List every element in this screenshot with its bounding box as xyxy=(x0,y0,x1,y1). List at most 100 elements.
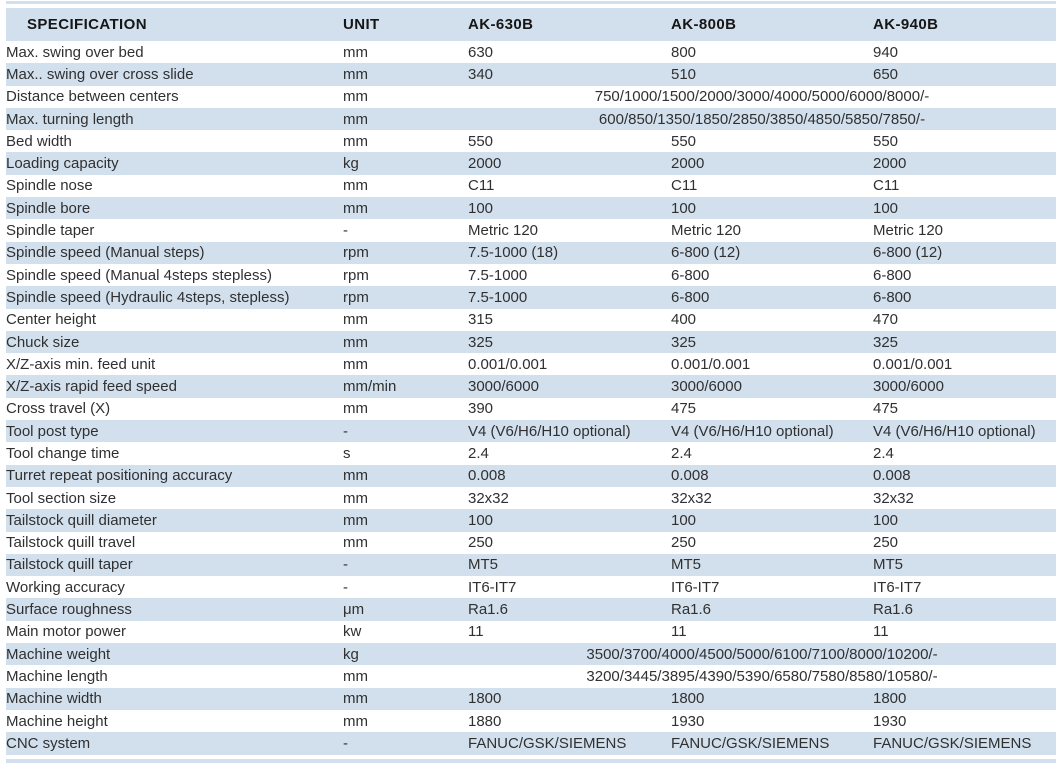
table-row: Chuck size mm 325 325 325 xyxy=(6,330,1056,354)
value-cell: 1930 xyxy=(671,712,705,730)
value-cell: 800 xyxy=(671,43,697,61)
table-row: Spindle taper - Metric 120 Metric 120 Metric… xyxy=(6,219,1056,242)
value-cell: 1800 xyxy=(873,690,907,708)
value-cell: 1930 xyxy=(873,712,907,730)
unit-cell: rpm xyxy=(343,266,369,284)
value-cell: FANUC/GSK/SIEMENS xyxy=(671,734,830,752)
spec-cell: Spindle speed (Manual 4steps stepless) xyxy=(6,266,272,284)
value-cell: 6-800 (12) xyxy=(873,244,943,262)
spec-cell: Spindle taper xyxy=(6,222,95,240)
value-cell: 470 xyxy=(873,311,899,329)
header-row: SPECIFICATION UNIT AK-630B AK-800B AK-94… xyxy=(6,8,1056,41)
table-row: Tailstock quill taper - MT5 MT5 MT5 xyxy=(6,553,1056,577)
table-row: CNC system - FANUC/GSK/SIEMENS FANUC/GSK/SI… xyxy=(6,732,1056,755)
unit-cell: mm xyxy=(343,400,368,418)
value-cell: V4 (V6/H6/H10 optional) xyxy=(671,422,834,440)
value-cell: 2.4 xyxy=(873,444,894,462)
bottom-divider xyxy=(6,758,1056,763)
unit-cell: μm xyxy=(343,601,365,619)
value-cell: 100 xyxy=(468,199,494,217)
value-cell: 100 xyxy=(468,511,494,529)
table-row: Tailstock quill diameter mm 100 100 100 xyxy=(6,509,1056,532)
value-cell: 325 xyxy=(468,333,494,351)
value-cell: C11 xyxy=(873,177,900,195)
value-cell: 7.5-1000 (18) xyxy=(468,244,559,262)
value-cell: IT6-IT7 xyxy=(873,578,922,596)
table-row: Machine width mm 1800 1800 1800 xyxy=(6,687,1056,710)
spec-cell: Main motor power xyxy=(6,623,127,641)
value-span-cell: 3200/3445/3895/4390/5390/6580/7580/8580/… xyxy=(586,667,938,685)
value-cell: 0.001/0.001 xyxy=(671,355,751,373)
spec-cell: Spindle speed (Manual steps) xyxy=(6,244,205,262)
value-cell: 2.4 xyxy=(671,444,692,462)
table-row: Spindle bore mm 100 100 100 xyxy=(6,197,1056,220)
value-span-cell: 600/850/1350/1850/2850/3850/4850/5850/78… xyxy=(598,110,926,128)
table-row: Machine weight kg 3500/3700/4000/4500/5000… xyxy=(6,643,1056,666)
unit-cell: mm xyxy=(343,489,368,507)
value-cell: 550 xyxy=(671,132,697,150)
value-cell: 630 xyxy=(468,43,494,61)
value-cell: 2.4 xyxy=(468,444,489,462)
value-cell: 390 xyxy=(468,400,494,418)
table-body: Max. swing over bed mm 630 800 940 Max.. swin… xyxy=(6,41,1056,755)
unit-cell: mm xyxy=(343,511,368,529)
table-row: Turret repeat positioning accuracy mm 0.00… xyxy=(6,464,1056,487)
value-cell: FANUC/GSK/SIEMENS xyxy=(873,734,1032,752)
unit-cell: mm xyxy=(343,534,368,552)
value-cell: 7.5-1000 xyxy=(468,266,528,284)
unit-cell: kw xyxy=(343,623,362,641)
value-cell: MT5 xyxy=(873,556,903,574)
spec-cell: Distance between centers xyxy=(6,88,179,106)
value-cell: 250 xyxy=(671,534,697,552)
spec-cell: Max. turning length xyxy=(6,110,134,128)
spec-cell: Chuck size xyxy=(6,333,80,351)
unit-cell: - xyxy=(343,222,348,240)
unit-cell: kg xyxy=(343,155,359,173)
value-cell: 510 xyxy=(671,65,697,83)
value-cell: C11 xyxy=(671,177,698,195)
unit-cell: - xyxy=(343,556,348,574)
value-cell: 475 xyxy=(671,400,697,418)
unit-cell: - xyxy=(343,578,348,596)
value-cell: C11 xyxy=(468,177,495,195)
table-row: Working accuracy - IT6-IT7 IT6-IT7 IT6-IT7 xyxy=(6,576,1056,599)
unit-cell: mm xyxy=(343,132,368,150)
spec-cell: Machine width xyxy=(6,690,102,708)
value-cell: 315 xyxy=(468,311,494,329)
table-row: Spindle nose mm C11 C11 C11 xyxy=(6,174,1056,198)
spec-cell: Tailstock quill travel xyxy=(6,534,136,552)
unit-cell: mm xyxy=(343,177,368,195)
value-cell: Ra1.6 xyxy=(873,601,914,619)
table-row: Cross travel (X) mm 390 475 475 xyxy=(6,397,1056,421)
specification-table: SPECIFICATION UNIT AK-630B AK-800B AK-94… xyxy=(6,8,1056,755)
spec-cell: Tool post type xyxy=(6,422,99,440)
spec-cell: Tool section size xyxy=(6,489,117,507)
value-cell: 3000/6000 xyxy=(468,378,539,396)
table-row: Machine length mm 3200/3445/3895/4390/5390… xyxy=(6,665,1056,688)
unit-cell: mm xyxy=(343,355,368,373)
header-model-ak630b: AK-630B xyxy=(468,16,534,33)
spec-cell: Tailstock quill diameter xyxy=(6,511,157,529)
spec-cell: Machine height xyxy=(6,712,108,730)
value-cell: 6-800 xyxy=(671,266,710,284)
value-cell: 550 xyxy=(873,132,899,150)
value-cell: 650 xyxy=(873,65,899,83)
value-cell: 0.001/0.001 xyxy=(873,355,953,373)
value-cell: 550 xyxy=(468,132,494,150)
value-cell: 100 xyxy=(873,511,899,529)
table-row: Spindle speed (Hydraulic 4steps, steples… xyxy=(6,286,1056,309)
value-cell: 250 xyxy=(873,534,899,552)
spec-cell: Loading capacity xyxy=(6,155,119,173)
value-cell: 340 xyxy=(468,65,494,83)
table-row: Tool change time s 2.4 2.4 2.4 xyxy=(6,442,1056,465)
value-cell: 11 xyxy=(468,623,484,641)
unit-cell: mm xyxy=(343,311,368,329)
table-row: Main motor power kw 11 11 11 xyxy=(6,620,1056,644)
table-row: X/Z-axis rapid feed speed mm/min 3000/6000… xyxy=(6,375,1056,398)
header-unit: UNIT xyxy=(343,16,380,33)
value-cell: Metric 120 xyxy=(873,222,944,240)
header-model-ak800b: AK-800B xyxy=(671,16,737,33)
value-cell: 100 xyxy=(671,511,697,529)
value-cell: 2000 xyxy=(671,155,705,173)
